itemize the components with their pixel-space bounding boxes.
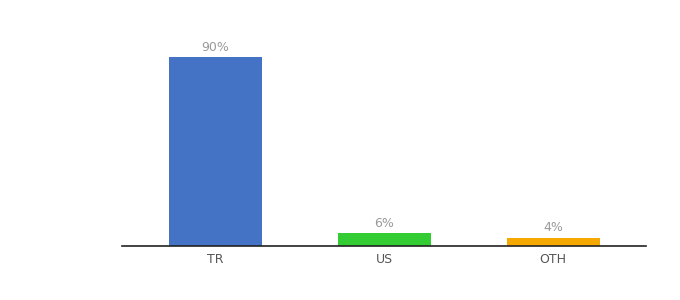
Text: 6%: 6% <box>374 217 394 230</box>
Bar <box>338 233 430 246</box>
Bar <box>507 238 600 246</box>
Text: 4%: 4% <box>543 221 563 235</box>
Bar <box>169 57 262 246</box>
Text: 90%: 90% <box>201 41 229 54</box>
